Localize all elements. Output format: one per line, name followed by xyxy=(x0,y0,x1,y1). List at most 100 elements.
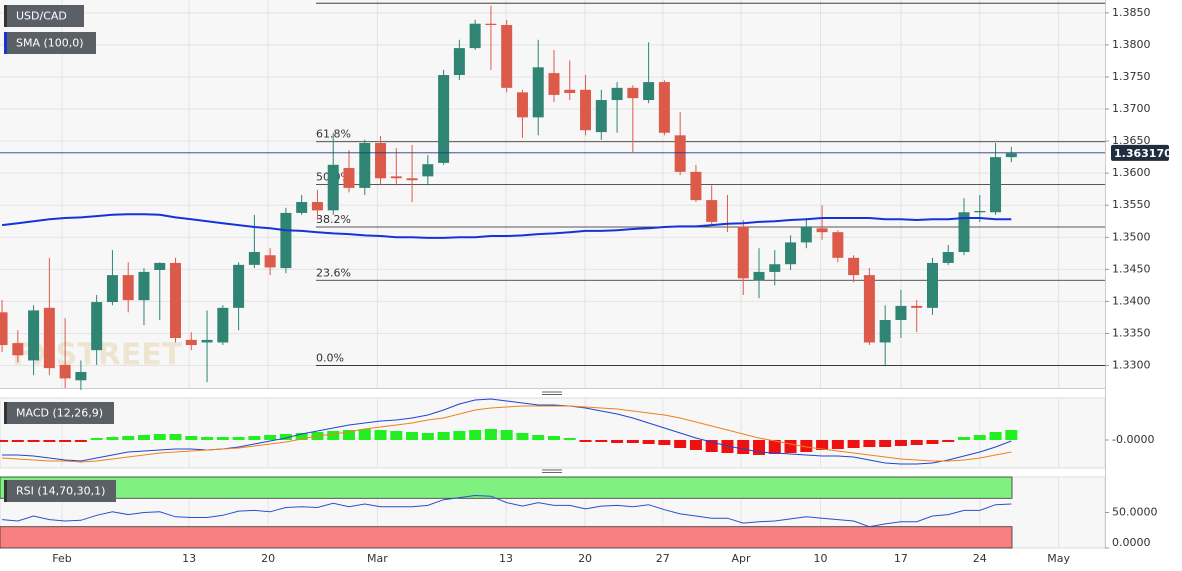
histogram-bar xyxy=(201,437,214,440)
histogram-bar xyxy=(831,440,844,449)
candle-body xyxy=(595,100,607,133)
candle-body xyxy=(75,371,87,381)
candle-body xyxy=(170,262,182,338)
candle-body xyxy=(690,171,702,201)
candle-body xyxy=(800,226,812,243)
candle-body xyxy=(185,339,197,346)
candle-body xyxy=(501,25,513,88)
candle-body xyxy=(627,87,639,99)
candle-body xyxy=(737,226,749,279)
histogram-bar xyxy=(942,440,955,442)
legend-box: MACD (12,26,9) xyxy=(4,402,114,424)
x-tick-label: 17 xyxy=(894,552,908,565)
candle-body xyxy=(706,200,718,222)
fib-label: 23.6% xyxy=(316,266,351,279)
rsi-line xyxy=(2,494,1012,528)
candle-body xyxy=(12,343,24,356)
legend-accent xyxy=(4,402,7,424)
histogram-bar xyxy=(216,437,229,440)
candle-body xyxy=(769,264,781,272)
y-tick-label: 1.3500 xyxy=(1112,230,1151,243)
candle-body xyxy=(359,143,371,188)
candle-body xyxy=(59,364,71,379)
candle-body xyxy=(958,212,970,253)
histogram-bar xyxy=(406,432,419,440)
x-tick-label: 24 xyxy=(973,552,987,565)
candle-body xyxy=(296,202,308,213)
candle-body xyxy=(848,257,860,276)
y-tick-label: 1.3350 xyxy=(1112,326,1151,339)
histogram-bar xyxy=(153,434,166,440)
candle-body xyxy=(658,82,670,133)
histogram-bar xyxy=(469,430,482,440)
legend-box: SMA (100,0) xyxy=(4,32,96,54)
overbought-band xyxy=(0,476,1013,499)
sma-line xyxy=(1,213,1012,239)
histogram-bar xyxy=(106,437,119,440)
legend-label: SMA (100,0) xyxy=(16,37,84,50)
y-tick-label: 1.3700 xyxy=(1112,102,1151,115)
candle-body xyxy=(264,255,276,268)
candle-body xyxy=(106,275,118,303)
y-tick-label: 1.3600 xyxy=(1112,166,1151,179)
candle-body xyxy=(1005,153,1017,158)
histogram-bar xyxy=(43,440,56,442)
histogram-bar xyxy=(264,435,277,440)
x-tick-label: Mar xyxy=(367,552,388,565)
candle-body xyxy=(879,320,891,343)
histogram-bar xyxy=(800,440,813,452)
candle-body xyxy=(942,252,954,263)
y-tick-label: 1.3400 xyxy=(1112,294,1151,307)
candle-body xyxy=(201,339,213,343)
y-tick-label: 1.3300 xyxy=(1112,359,1151,372)
candle-body xyxy=(327,164,339,211)
histogram-bar xyxy=(879,440,892,447)
histogram-bar xyxy=(374,430,387,440)
histogram-bar xyxy=(642,440,655,444)
candle-body xyxy=(422,164,434,177)
candle-body xyxy=(138,271,150,301)
histogram-bar xyxy=(27,440,40,442)
histogram-bar xyxy=(579,440,592,442)
y-tick-label: 0.0000 xyxy=(1112,536,1151,549)
histogram-bar xyxy=(532,435,545,440)
candle-body xyxy=(674,135,686,172)
legend-label: MACD (12,26,9) xyxy=(16,407,103,420)
candle-body xyxy=(548,73,560,95)
last-price-label: 1.363170 xyxy=(1114,147,1172,160)
legend-bg xyxy=(4,32,96,54)
histogram-bar xyxy=(453,431,466,440)
histogram-bar xyxy=(0,440,9,442)
x-tick-label: 10 xyxy=(814,552,828,565)
y-tick-label: -0.0000 xyxy=(1112,433,1154,446)
x-tick-label: 20 xyxy=(261,552,275,565)
histogram-bar xyxy=(910,440,923,445)
legend-box: RSI (14,70,30,1) xyxy=(4,480,116,502)
histogram-bar xyxy=(847,440,860,448)
fib-label: 100.0% xyxy=(316,0,358,2)
candle-body xyxy=(990,157,1002,213)
histogram-bar xyxy=(737,440,750,454)
candle-body xyxy=(91,302,103,351)
legend-bg xyxy=(4,402,114,424)
candle-body xyxy=(248,252,260,265)
candle-body xyxy=(926,262,938,308)
candle-body xyxy=(911,305,923,308)
x-tick-label: 13 xyxy=(182,552,196,565)
y-tick-label: 1.3650 xyxy=(1112,134,1151,147)
candle-body xyxy=(863,275,875,343)
candle-body xyxy=(753,271,765,281)
histogram-bar xyxy=(342,430,355,440)
candle-body xyxy=(580,89,592,131)
legend-bg xyxy=(4,5,84,27)
histogram-bar xyxy=(658,440,671,445)
candle-body xyxy=(453,48,465,76)
histogram-bar xyxy=(626,440,639,443)
histogram-bar xyxy=(768,440,781,454)
y-tick-label: 1.3550 xyxy=(1112,198,1151,211)
histogram-bar xyxy=(90,438,103,440)
candle-body xyxy=(469,23,481,49)
legend-bg xyxy=(4,480,116,502)
legend-label: RSI (14,70,30,1) xyxy=(16,485,105,498)
